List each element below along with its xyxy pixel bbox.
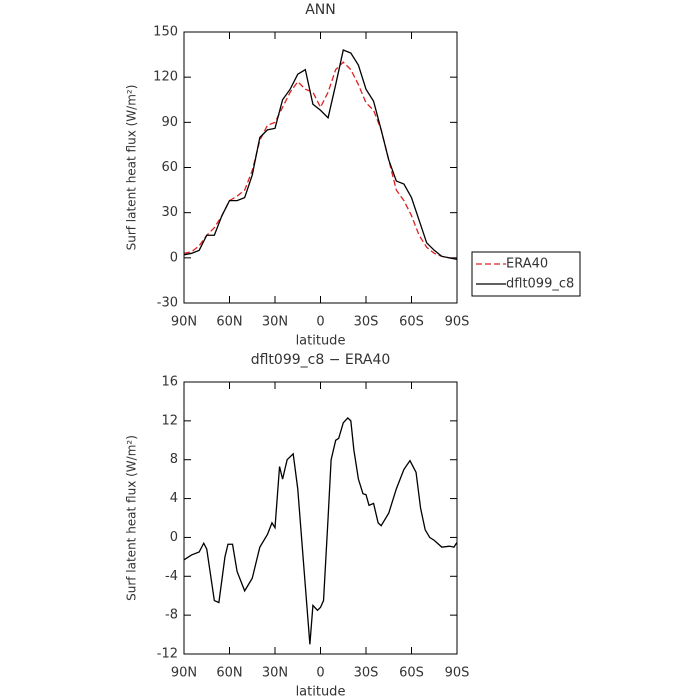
y-tick-label: -12 (157, 647, 178, 662)
x-tick-label: 90S (445, 666, 470, 681)
x-tick-label: 0 (316, 315, 324, 330)
x-tick-label: 0 (316, 666, 324, 681)
y-axis-label: Surf latent heat flux (W/m²) (125, 85, 139, 251)
y-tick-label: -8 (165, 608, 178, 623)
y-tick-label: 60 (161, 160, 178, 175)
y-tick-label: 90 (161, 115, 178, 130)
x-tick-label: 60N (216, 666, 242, 681)
x-axis-label: latitude (296, 685, 346, 700)
y-tick-label: 16 (161, 375, 178, 390)
plot-frame (183, 381, 458, 655)
x-tick-label: 90N (171, 666, 197, 681)
x-tick-label: 60N (216, 315, 242, 330)
y-axis-label: Surf latent heat flux (W/m²) (125, 435, 139, 601)
y-tick-label: -30 (157, 296, 178, 311)
data-line (183, 61, 458, 260)
x-tick-label: 30S (354, 666, 379, 681)
x-tick-label: 90S (445, 315, 470, 330)
x-tick-label: 30S (354, 315, 379, 330)
legend-label: dflt099_c8 (506, 277, 574, 292)
y-tick-label: 30 (161, 205, 178, 220)
x-tick-label: 30N (262, 315, 288, 330)
x-tick-label: 60S (399, 315, 424, 330)
x-tick-label: 30N (262, 666, 288, 681)
legend-box (471, 251, 581, 297)
y-tick-label: 0 (170, 530, 178, 545)
y-tick-label: 150 (153, 25, 178, 40)
x-tick-label: 60S (399, 666, 424, 681)
y-tick-label: 8 (170, 452, 178, 467)
x-tick-label: 90N (171, 315, 197, 330)
y-tick-label: 0 (170, 250, 178, 265)
y-tick-label: -4 (165, 569, 178, 584)
data-line (183, 417, 458, 645)
plot-frame (183, 31, 458, 304)
y-tick-label: 12 (161, 413, 178, 428)
y-tick-label: 4 (170, 491, 178, 506)
legend-label: ERA40 (506, 257, 548, 272)
chart-title: dflt099_c8 − ERA40 (251, 352, 391, 368)
y-tick-label: 120 (153, 70, 178, 85)
chart-title: ANN (305, 2, 336, 18)
x-axis-label: latitude (296, 334, 346, 349)
data-line (183, 49, 458, 260)
